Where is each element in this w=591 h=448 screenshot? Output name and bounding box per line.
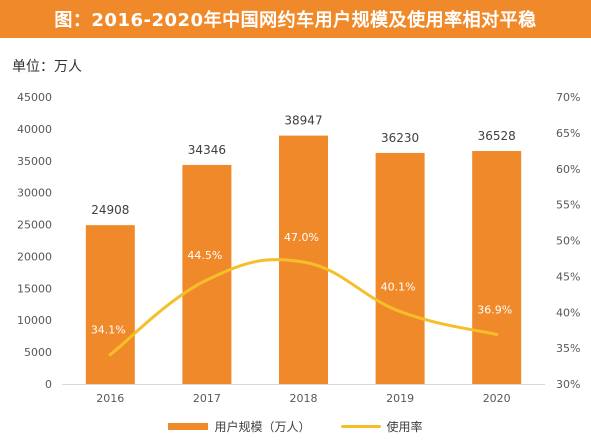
chart-title-bar: 图：2016-2020年中国网约车用户规模及使用率相对平稳 [0,0,591,38]
line-point [495,332,499,336]
y-left-tick-label: 0 [45,378,52,391]
x-tick-label: 2020 [483,392,511,405]
y-left-tick-label: 35000 [17,155,52,168]
bar [182,164,232,384]
legend-swatch-bar [168,422,209,430]
x-tick-label: 2017 [193,392,221,405]
y-left-tick-label: 5000 [24,346,52,359]
chart-title: 图：2016-2020年中国网约车用户规模及使用率相对平稳 [54,10,537,31]
bar-data-label: 36528 [478,129,516,143]
legend-swatch-line [340,424,381,428]
legend-item-line: 使用率 [340,418,423,435]
legend-label-line: 使用率 [386,419,423,434]
x-tick-label: 2016 [96,392,124,405]
y-right-tick-label: 30% [556,378,580,391]
bar-data-label: 38947 [284,114,322,128]
y-right-tick-label: 45% [556,270,580,283]
y-right-tick-label: 40% [556,306,580,319]
legend: 用户规模（万人） 使用率 [0,416,591,436]
y-left-tick-label: 15000 [17,282,52,295]
y-right-tick-label: 50% [556,235,580,248]
unit-label: 单位：万人 [12,59,82,75]
y-left-tick-label: 30000 [17,187,52,200]
bar [472,151,522,384]
line-point [205,278,209,282]
legend-label-bar: 用户规模（万人） [214,419,311,434]
bar [375,152,425,384]
y-right-tick-label: 35% [556,342,580,355]
y-left-tick-label: 25000 [17,219,52,232]
y-right-tick-label: 60% [556,163,580,176]
y-right-tick-label: 65% [556,127,580,140]
bar-data-label: 36230 [381,131,419,145]
bar [85,225,135,384]
line-data-label: 34.1% [91,324,126,337]
y-left-tick-label: 20000 [17,250,52,263]
y-left-tick-label: 10000 [17,314,52,327]
y-right-tick-label: 70% [556,91,580,104]
x-tick-label: 2019 [386,392,414,405]
line-data-label: 40.1% [381,281,416,294]
line-point [302,260,305,264]
bar-data-label: 24908 [91,203,129,217]
y-left-tick-label: 40000 [17,123,52,136]
line-point [108,353,112,357]
x-tick-label: 2018 [290,392,318,405]
line-data-label: 44.5% [187,249,222,262]
line-point [398,310,402,314]
line-data-label: 47.0% [284,231,319,244]
legend-item-bar: 用户规模（万人） [168,418,311,435]
y-left-tick-label: 45000 [17,91,52,104]
line-data-label: 36.9% [477,303,512,316]
y-right-tick-label: 55% [556,199,580,212]
bar-data-label: 34346 [188,143,226,157]
